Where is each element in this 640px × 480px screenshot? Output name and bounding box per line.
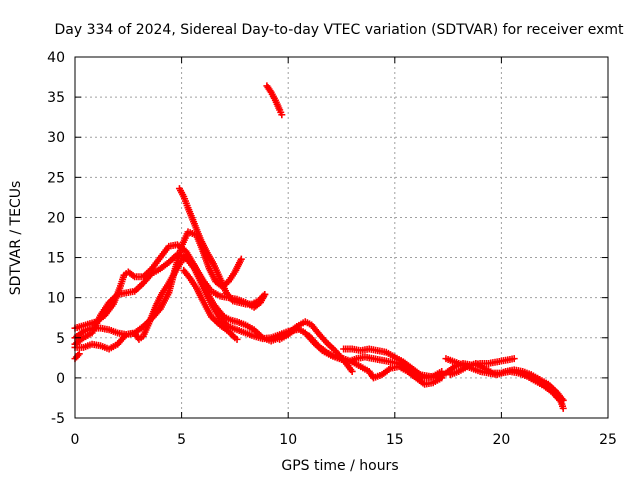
x-tick-label: 20 xyxy=(492,432,510,448)
y-tick-label: 15 xyxy=(47,251,65,267)
y-tick-label: 20 xyxy=(47,210,65,226)
y-tick-label: 35 xyxy=(47,90,65,106)
axis-ticks: 0 5 10 15 20 25 -5 0 5 10 15 20 25 30 35 40 xyxy=(47,50,617,448)
y-tick-label: 5 xyxy=(56,331,65,347)
x-tick-label: 25 xyxy=(599,432,617,448)
x-tick-label: 10 xyxy=(279,432,297,448)
series-track-13 xyxy=(446,359,567,412)
plot-frame xyxy=(74,56,609,419)
series-track-6 xyxy=(175,185,269,308)
series-track-10 xyxy=(306,332,446,388)
grid-lines xyxy=(75,57,608,418)
data-point xyxy=(348,367,356,375)
y-tick-label: -5 xyxy=(51,411,65,427)
y-tick-label: 30 xyxy=(47,130,65,146)
series-track-8 xyxy=(263,82,286,119)
y-tick-label: 0 xyxy=(56,371,65,387)
data-series xyxy=(71,82,567,412)
data-point xyxy=(559,404,567,412)
series-track-7 xyxy=(180,266,241,343)
x-axis-label: GPS time / hours xyxy=(281,458,398,474)
x-tick-label: 15 xyxy=(386,432,404,448)
data-point xyxy=(233,335,241,343)
x-tick-label: 5 xyxy=(177,432,186,448)
data-point xyxy=(75,350,83,358)
y-tick-label: 25 xyxy=(47,170,65,186)
y-tick-label: 40 xyxy=(47,50,65,66)
data-point xyxy=(237,255,245,263)
data-point xyxy=(510,355,518,363)
series-track-11 xyxy=(340,345,518,382)
data-point xyxy=(278,111,286,119)
chart-title: Day 334 of 2024, Sidereal Day-to-day VTE… xyxy=(55,22,625,38)
data-point xyxy=(261,290,269,298)
x-tick-label: 0 xyxy=(71,432,80,448)
y-axis-label: SDTVAR / TECUs xyxy=(8,181,24,296)
y-tick-label: 10 xyxy=(47,291,65,307)
